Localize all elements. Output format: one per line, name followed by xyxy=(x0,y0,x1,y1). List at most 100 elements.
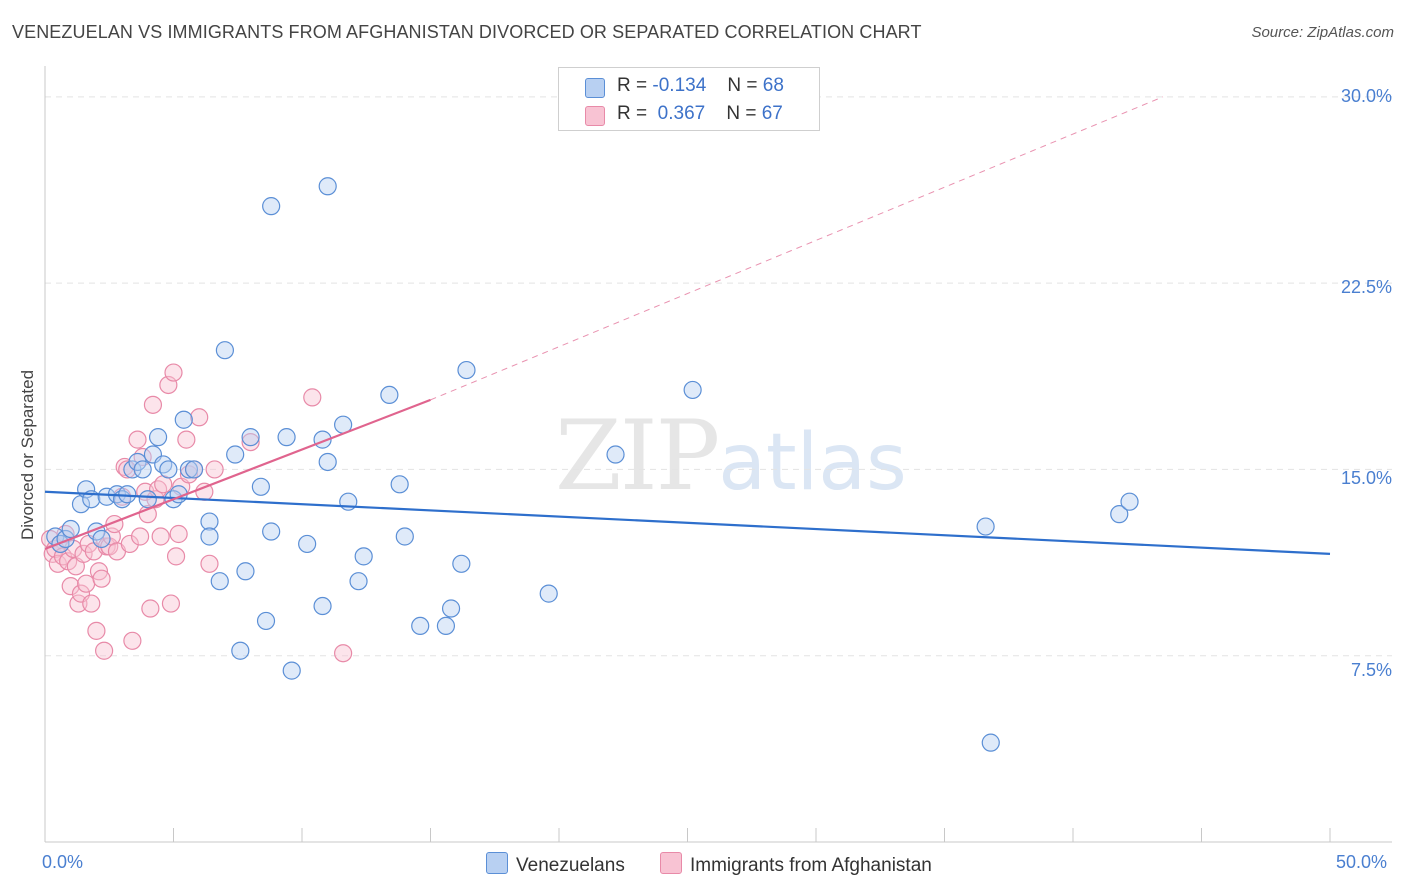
legend-swatch-pink xyxy=(585,106,605,126)
afghanistan-point xyxy=(161,594,181,613)
watermark-atlas: atlas xyxy=(718,418,907,508)
afghanistan-point xyxy=(164,363,183,382)
afghanistan-trend-line xyxy=(44,398,431,550)
afghanistan-point xyxy=(177,430,196,449)
y-tick-label: 15.0% xyxy=(1340,468,1392,488)
venezuelan-point xyxy=(1120,492,1139,511)
venezuelan-point xyxy=(436,616,456,636)
afghanistan-point xyxy=(169,524,188,544)
venezuelan-point xyxy=(539,584,558,603)
venezuelan-point xyxy=(976,517,995,536)
afghanistan-point xyxy=(166,547,186,566)
bottom-legend-swatch-pink xyxy=(660,852,682,874)
afghanistan-point xyxy=(95,641,114,660)
legend-r-label: R = xyxy=(617,103,648,124)
venezuelans-trend-line xyxy=(44,490,1331,555)
afghanistan-point xyxy=(205,460,224,479)
venezuelan-point xyxy=(380,385,399,405)
bottom-legend-swatch-blue xyxy=(486,852,508,874)
legend-n-value: 68 xyxy=(762,75,784,96)
venezuelan-point xyxy=(184,460,204,479)
venezuelan-point xyxy=(133,460,152,479)
venezuelan-point xyxy=(313,596,332,616)
venezuelan-point xyxy=(231,641,250,660)
venezuelan-point xyxy=(411,616,430,636)
afghanistan-point xyxy=(118,460,137,479)
venezuelan-point xyxy=(236,562,255,581)
y-tick-label: 30.0% xyxy=(1340,86,1392,106)
venezuelan-point xyxy=(282,661,301,680)
venezuelan-point xyxy=(452,554,471,573)
y-tick-label: 22.5% xyxy=(1340,277,1392,297)
afghanistan-point xyxy=(61,577,80,596)
correlation-legend: R = -0.134 N = 68 R = 0.367 N = 67 xyxy=(558,67,820,131)
legend-r-value: -0.134 xyxy=(652,75,707,96)
afghanistan-point xyxy=(200,554,219,573)
afghanistan-point xyxy=(179,465,199,484)
venezuelan-point xyxy=(349,572,368,591)
venezuelan-point xyxy=(606,445,625,464)
venezuelan-point xyxy=(215,341,234,360)
afghanistan-point xyxy=(77,574,96,593)
trend-lines xyxy=(44,96,1331,555)
venezuelan-point xyxy=(354,547,373,566)
bottom-legend-venezuelans: Venezuelans xyxy=(486,852,625,877)
venezuelan-point xyxy=(200,527,219,546)
venezuelan-point xyxy=(159,460,178,479)
venezuelan-point xyxy=(1110,505,1129,524)
source-credit: Source: ZipAtlas.com xyxy=(1251,24,1394,41)
venezuelan-point xyxy=(251,477,270,496)
afghanistan-point xyxy=(130,527,150,546)
venezuelan-point xyxy=(262,197,281,216)
afghanistan-point xyxy=(123,631,142,650)
afghanistan-point xyxy=(92,569,111,588)
legend-r-value: 0.367 xyxy=(657,103,706,124)
bottom-legend-label: Venezuelans xyxy=(516,855,625,876)
afghanistan-point xyxy=(241,432,260,452)
venezuelan-point xyxy=(256,611,276,631)
watermark-zip: ZIP xyxy=(555,400,720,512)
x-tick-label: 50.0% xyxy=(1336,852,1388,872)
venezuelan-point xyxy=(298,534,317,554)
venezuelan-point xyxy=(226,445,245,464)
venezuelan-point xyxy=(92,529,111,549)
venezuelan-point xyxy=(277,428,296,447)
venezuelan-point xyxy=(318,177,337,196)
venezuelan-point xyxy=(118,485,137,504)
y-tick-label: 7.5% xyxy=(1350,660,1392,680)
venezuelan-point xyxy=(200,512,219,531)
afghanistan-point xyxy=(120,534,139,554)
venezuelan-point xyxy=(174,410,193,429)
venezuelan-point xyxy=(148,428,168,447)
afghanistan-point xyxy=(87,621,106,640)
afghanistan-point xyxy=(143,395,163,414)
series-afghanistan-points xyxy=(41,363,353,663)
afghanistan-point xyxy=(303,388,322,407)
y-axis-label: Divorced or Separated xyxy=(18,369,37,541)
legend-n-label: N = xyxy=(726,103,757,124)
venezuelan-point xyxy=(210,572,229,591)
afghanistan-point xyxy=(151,527,170,546)
venezuelan-point xyxy=(390,475,409,494)
legend-n-value: 67 xyxy=(761,103,783,124)
chart-title: VENEZUELAN VS IMMIGRANTS FROM AFGHANISTA… xyxy=(12,22,922,42)
venezuelan-point xyxy=(981,733,1000,752)
venezuelan-point xyxy=(441,599,461,618)
x-tick-label: 0.0% xyxy=(42,852,84,872)
venezuelan-point xyxy=(154,455,173,474)
venezuelan-point xyxy=(138,490,157,509)
afghanistan-point xyxy=(141,599,160,618)
venezuelan-point xyxy=(262,522,281,541)
venezuelan-point xyxy=(318,452,337,472)
afghanistan-point xyxy=(190,408,209,427)
afghanistan-point xyxy=(334,644,353,663)
venezuelan-point xyxy=(457,360,476,380)
legend-r-label: R = xyxy=(617,75,648,96)
venezuelan-point xyxy=(179,460,199,479)
watermark: ZIPatlas xyxy=(555,400,907,512)
venezuelan-point xyxy=(395,527,414,546)
legend-n-label: N = xyxy=(727,75,758,96)
axes xyxy=(44,66,1392,843)
afghanistan-trend-extension xyxy=(430,96,1164,401)
venezuelan-point xyxy=(241,428,260,447)
